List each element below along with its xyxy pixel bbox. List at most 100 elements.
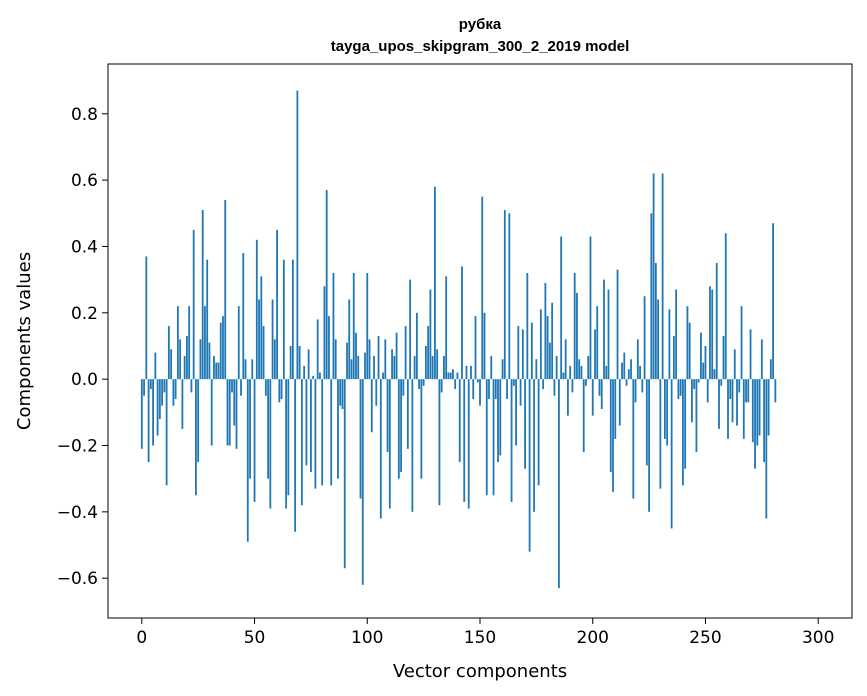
- bar: [596, 306, 599, 380]
- bar: [332, 272, 335, 380]
- bar: [219, 322, 222, 380]
- bar: [183, 355, 186, 380]
- bar: [630, 359, 632, 380]
- y-axis-label: Components values: [14, 252, 35, 430]
- bar: [562, 372, 565, 380]
- bar: [632, 379, 635, 499]
- bar: [702, 362, 705, 380]
- bar: [573, 272, 576, 380]
- bar: [718, 379, 720, 429]
- bar: [436, 349, 439, 380]
- bar: [729, 379, 732, 400]
- bar: [204, 306, 206, 380]
- bar: [199, 339, 202, 380]
- bar: [465, 365, 468, 380]
- bar: [499, 379, 502, 456]
- bar: [409, 279, 412, 380]
- y-tick-label: 0.0: [71, 370, 98, 390]
- y-tick-label: 0.4: [71, 237, 98, 257]
- bar: [569, 365, 572, 380]
- bar: [312, 375, 315, 380]
- bar: [598, 379, 601, 396]
- bar: [300, 379, 303, 506]
- bar: [679, 379, 682, 396]
- bar: [357, 355, 360, 380]
- bar: [738, 379, 741, 393]
- bar: [609, 379, 612, 473]
- bar: [395, 332, 398, 380]
- bar: [379, 379, 382, 519]
- bar: [508, 213, 511, 380]
- bar: [422, 379, 425, 386]
- bar: [657, 299, 660, 380]
- bar: [481, 196, 484, 380]
- bar: [228, 379, 231, 446]
- bar: [490, 355, 493, 380]
- bar: [440, 379, 443, 393]
- bar: [551, 302, 554, 380]
- bar: [179, 339, 182, 380]
- bar: [463, 379, 466, 502]
- y-tick-label: 0.2: [71, 304, 98, 324]
- bar: [282, 259, 285, 380]
- bar: [648, 379, 650, 512]
- bar: [273, 339, 276, 380]
- bar: [400, 379, 402, 473]
- bar: [533, 379, 536, 512]
- bar: [424, 345, 427, 380]
- bar: [449, 372, 452, 380]
- bar: [663, 379, 666, 439]
- bar: [585, 379, 587, 386]
- bar: [406, 379, 409, 449]
- bar: [285, 379, 288, 509]
- bar: [528, 379, 531, 552]
- bar: [677, 379, 680, 400]
- bar: [165, 379, 168, 486]
- bar: [652, 173, 655, 380]
- bar: [474, 316, 477, 380]
- x-tick-label: 250: [689, 628, 721, 648]
- bar: [607, 289, 610, 380]
- bar: [420, 379, 423, 479]
- x-tick-label: 50: [244, 628, 266, 648]
- bar: [765, 379, 768, 519]
- bar: [402, 379, 405, 396]
- bar: [262, 326, 265, 380]
- bar: [458, 379, 461, 463]
- bar: [695, 379, 698, 453]
- y-tick-label: −0.6: [57, 569, 98, 589]
- bar: [618, 379, 621, 426]
- bar: [348, 299, 351, 380]
- bar: [222, 316, 224, 380]
- bar: [454, 379, 457, 390]
- bar: [706, 379, 709, 403]
- bar: [589, 236, 592, 380]
- bar: [724, 233, 727, 380]
- bar: [555, 355, 558, 380]
- bar: [163, 379, 166, 393]
- bar: [364, 352, 366, 380]
- bar: [291, 259, 294, 380]
- bar: [298, 345, 301, 380]
- bar: [143, 379, 145, 396]
- bar: [639, 365, 641, 380]
- y-tick-label: 0.8: [71, 105, 98, 125]
- bar: [251, 359, 254, 380]
- bar: [747, 379, 750, 403]
- bar: [537, 379, 540, 486]
- bar: [476, 379, 479, 383]
- bar: [497, 379, 499, 463]
- bar: [149, 379, 152, 390]
- bar: [235, 379, 238, 449]
- bar: [603, 279, 605, 380]
- bar: [643, 296, 646, 380]
- bar: [485, 379, 488, 496]
- bar: [666, 379, 669, 446]
- bar: [375, 379, 378, 406]
- y-tick-label: −0.2: [57, 436, 98, 456]
- bar: [625, 379, 628, 386]
- bar: [321, 379, 324, 486]
- bar: [210, 379, 213, 446]
- bar: [307, 349, 310, 380]
- bar: [749, 329, 752, 380]
